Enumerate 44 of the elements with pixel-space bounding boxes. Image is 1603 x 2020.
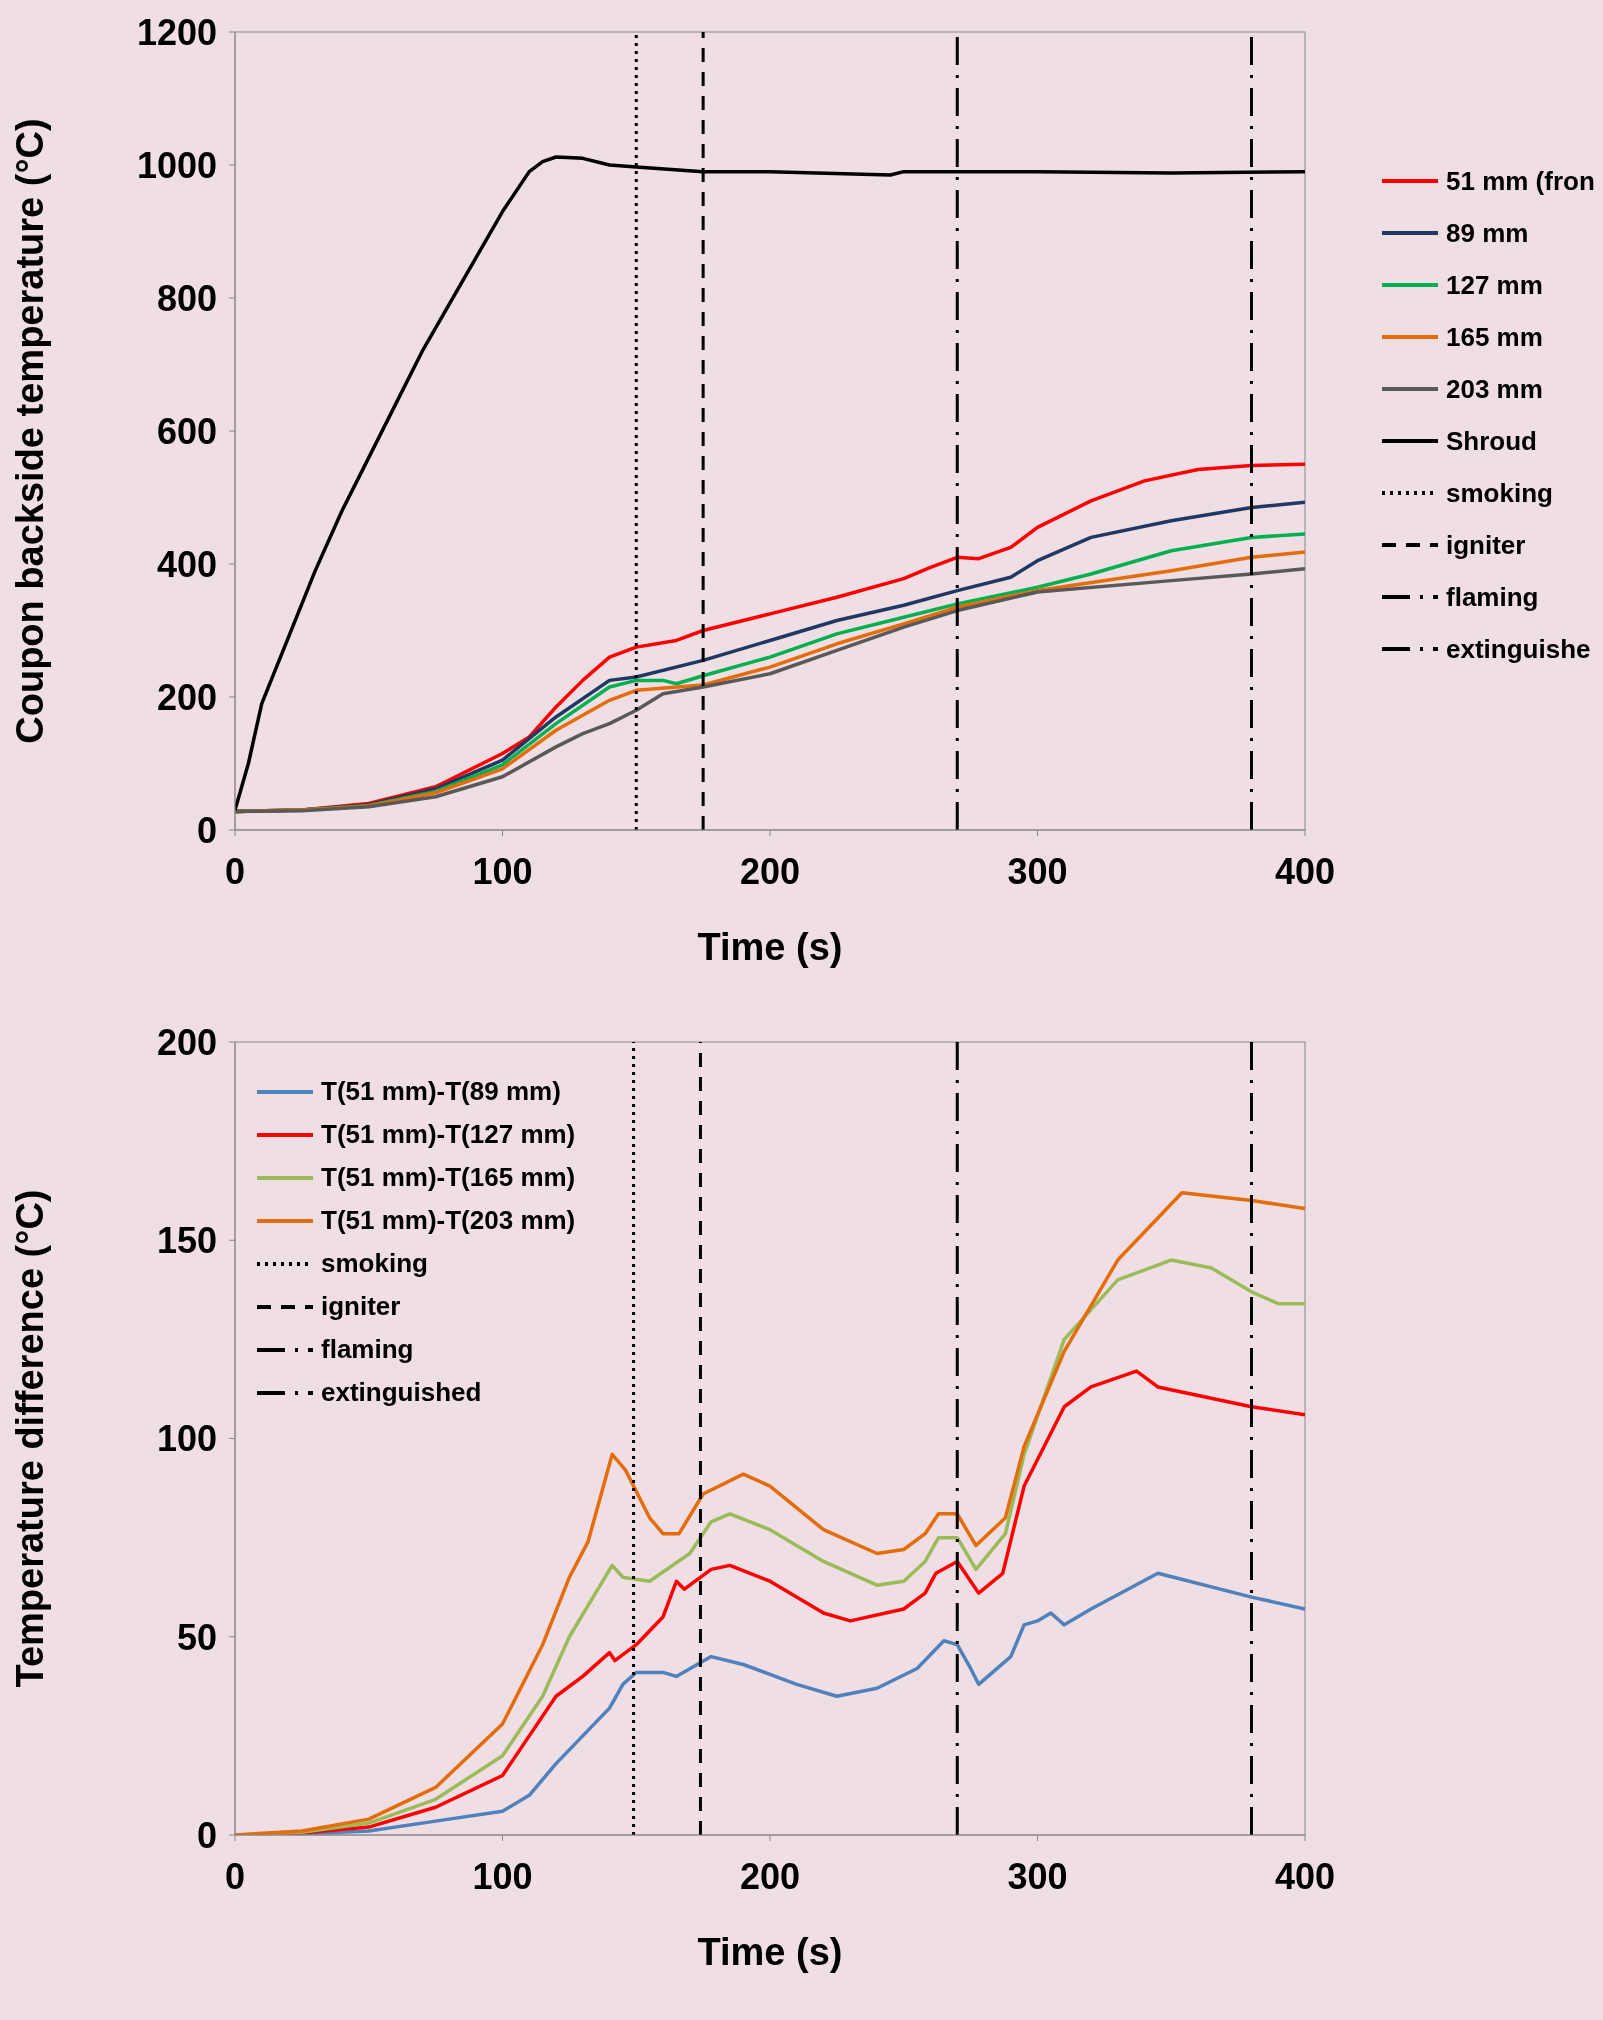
x-tick-label: 300	[1007, 1855, 1068, 1897]
legend-label: Shroud	[1446, 425, 1537, 457]
y-axis-title: Temperature difference (°C)	[9, 1189, 52, 1688]
y-tick-label: 800	[156, 277, 217, 319]
x-tick-label: 300	[1007, 850, 1068, 892]
legend-label: extinguishe	[1446, 633, 1591, 665]
y-tick-label: 1000	[136, 144, 217, 186]
y-tick-label: 400	[156, 543, 217, 585]
y-tick-label: 600	[156, 410, 217, 452]
legend-label: T(51 mm)-T(89 mm)	[321, 1076, 561, 1107]
legend-label: igniter	[321, 1291, 401, 1322]
x-tick-label: 400	[1274, 850, 1336, 892]
legend-label: T(51 mm)-T(203 mm)	[321, 1205, 576, 1236]
legend-label: T(51 mm)-T(127 mm)	[321, 1119, 576, 1150]
legend-label: 51 mm (fron	[1446, 165, 1595, 197]
x-tick-label: 100	[472, 850, 533, 892]
y-tick-label: 200	[156, 676, 217, 718]
y-tick-label: 200	[156, 1021, 217, 1063]
y-tick-label: 150	[156, 1220, 217, 1262]
x-tick-label: 0	[224, 1855, 246, 1897]
x-axis-title: Time (s)	[697, 1931, 843, 1973]
x-axis-title: Time (s)	[697, 926, 843, 968]
legend-label: smoking	[1446, 477, 1553, 509]
y-axis-title: Coupon backside temperature (°C)	[9, 118, 52, 744]
x-tick-label: 400	[1274, 1855, 1336, 1897]
legend-label: smoking	[321, 1248, 428, 1279]
x-tick-label: 200	[739, 1855, 801, 1897]
legend-label: 165 mm	[1446, 321, 1543, 353]
y-tick-label: 100	[156, 1418, 217, 1460]
x-tick-label: 0	[224, 850, 246, 892]
legend-label: 127 mm	[1446, 269, 1543, 301]
legend-label: igniter	[1446, 529, 1526, 561]
legend-label: T(51 mm)-T(165 mm)	[321, 1162, 576, 1193]
x-tick-label: 200	[739, 850, 801, 892]
x-tick-label: 100	[472, 1855, 533, 1897]
y-tick-label: 50	[176, 1616, 217, 1658]
legend-label: extinguished	[321, 1377, 482, 1408]
y-tick-label: 0	[196, 1814, 217, 1856]
legend-label: flaming	[321, 1334, 414, 1365]
y-tick-label: 0	[196, 809, 217, 851]
y-tick-label: 1200	[136, 11, 217, 53]
legend-label: 89 mm	[1446, 217, 1529, 249]
legend-label: flaming	[1446, 581, 1539, 613]
legend-label: 203 mm	[1446, 373, 1543, 405]
